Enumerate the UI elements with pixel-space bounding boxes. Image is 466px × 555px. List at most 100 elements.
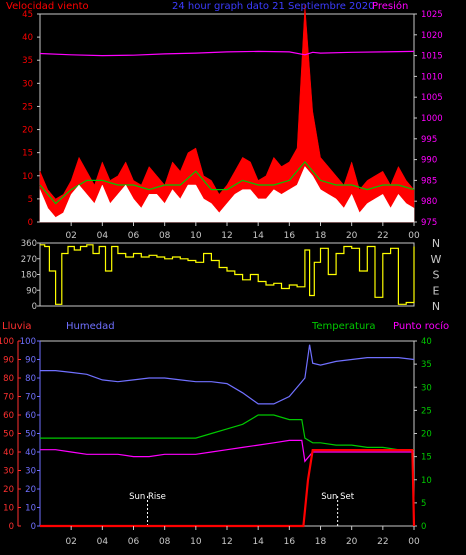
pressure-y-label: 990 (421, 156, 437, 166)
wind-y-label: 25 (22, 102, 33, 112)
humidity-xtick-label: 06 (128, 537, 140, 547)
wind-speed-label: Velocidad viento (6, 1, 89, 12)
rain-y-label: 30 (3, 467, 14, 477)
humidity-y-label: 10 (25, 504, 36, 514)
compass-label: W (431, 253, 442, 266)
rain-y-label: 20 (3, 485, 14, 495)
pressure-y-label: 1015 (421, 52, 443, 62)
rain-y-label: 40 (3, 448, 14, 458)
humidity-xtick-label: 16 (284, 537, 296, 547)
pressure-y-label: 995 (421, 135, 437, 145)
series-velocidad-viento (39, 4, 415, 223)
dewpoint-label: Punto rocío (393, 321, 450, 332)
rain-label: Lluvia (2, 321, 32, 332)
wind-xtick-label: 20 (346, 231, 358, 241)
compass-label: S (433, 269, 440, 282)
wind-xtick-label: 08 (159, 231, 171, 241)
humidity-y-label: 50 (25, 430, 36, 440)
humidity-xtick-label: 08 (159, 537, 171, 547)
humidity-y-label: 70 (25, 393, 36, 403)
humidity-y-label: 60 (25, 411, 36, 421)
temperature-y-label: 10 (421, 476, 432, 486)
wind-y-label: 0 (28, 218, 33, 228)
wind-y-label: 20 (22, 126, 33, 136)
humidity-y-label: 0 (31, 522, 36, 532)
direction-y-label: 360 (21, 239, 37, 249)
direction-y-label: 180 (21, 271, 37, 281)
chart-title: 24 hour graph dato 21 Septiembre 2020 (172, 1, 375, 12)
series-presi-n (39, 50, 415, 57)
sun-marker-label: Sun Rise (129, 492, 166, 502)
pressure-y-label: 1025 (421, 10, 443, 20)
humidity-xtick-label: 04 (97, 537, 109, 547)
wind-xtick-label: 04 (97, 231, 109, 241)
humidity-xtick-label: 00 (408, 537, 420, 547)
wind-xtick-label: 22 (377, 231, 388, 241)
wind-y-label: 30 (22, 79, 33, 89)
wind-xtick-label: 14 (252, 231, 264, 241)
humidity-xtick-label: 02 (65, 537, 76, 547)
direction-y-label: 0 (32, 302, 37, 312)
pressure-y-label: 985 (421, 176, 437, 186)
direction-y-label: 270 (21, 255, 37, 265)
pressure-y-label: 980 (421, 197, 437, 207)
wind-xtick-label: 02 (65, 231, 76, 241)
rain-y-label: 10 (3, 504, 14, 514)
wind-xtick-label: 16 (284, 231, 296, 241)
humidity-y-label: 20 (25, 485, 36, 495)
humidity-xtick-label: 20 (346, 537, 358, 547)
rain-y-label: 100 (0, 337, 14, 347)
humidity-plot-frame (39, 340, 415, 527)
wind-y-label: 10 (22, 172, 33, 182)
series-temperatura (40, 414, 414, 451)
pressure-y-label: 1010 (421, 72, 443, 82)
sun-marker-label: Sun Set (321, 492, 354, 502)
humidity-xtick-label: 22 (377, 537, 388, 547)
temperature-y-label: 40 (421, 337, 432, 347)
pressure-y-label: 1005 (421, 93, 443, 103)
temperature-y-label: 35 (421, 360, 432, 370)
humidity-y-label: 80 (25, 374, 36, 384)
direction-plot-frame (39, 242, 415, 307)
rain-y-label: 60 (3, 411, 14, 421)
pressure-y-label: 1000 (421, 114, 443, 124)
rain-y-label: 80 (3, 374, 14, 384)
series-humedad (40, 344, 415, 405)
humidity-y-label: 30 (25, 467, 36, 477)
wind-y-label: 35 (22, 56, 33, 66)
rain-y-label: 0 (9, 522, 14, 532)
temperature-y-label: 5 (421, 499, 426, 509)
series-velocidad-media (39, 166, 415, 223)
series-racha-media (39, 160, 415, 205)
humidity-y-label: 40 (25, 448, 36, 458)
pressure-y-label: 975 (421, 218, 437, 228)
temperature-y-label: 20 (421, 430, 432, 440)
wind-xtick-label: 18 (315, 231, 327, 241)
wind-xtick-label: 00 (408, 231, 420, 241)
series-punto-roc-o (40, 439, 414, 463)
humidity-y-label: 100 (20, 337, 36, 347)
wind-y-label: 40 (22, 33, 33, 43)
wind-xtick-label: 06 (128, 231, 140, 241)
temperature-y-label: 15 (421, 453, 432, 463)
temperature-label: Temperatura (312, 321, 376, 332)
pressure-label: Presión (372, 1, 409, 12)
humidity-xtick-label: 10 (190, 537, 202, 547)
humidity-y-label: 90 (25, 356, 36, 366)
wind-xtick-label: 12 (221, 231, 232, 241)
wind-y-label: 15 (22, 149, 33, 159)
humidity-xtick-label: 12 (221, 537, 232, 547)
temperature-y-label: 25 (421, 406, 432, 416)
compass-label: N (432, 237, 440, 250)
series-lluvia (40, 449, 416, 528)
rain-y-label: 70 (3, 393, 14, 403)
humidity-xtick-label: 18 (315, 537, 327, 547)
humidity-label: Humedad (66, 321, 115, 332)
pressure-y-label: 1020 (421, 31, 443, 41)
compass-label: N (432, 300, 440, 313)
wind-y-label: 45 (22, 10, 33, 20)
wind-y-label: 5 (28, 195, 33, 205)
temperature-y-label: 0 (421, 522, 426, 532)
compass-label: E (433, 284, 440, 297)
temperature-y-label: 30 (421, 383, 432, 393)
